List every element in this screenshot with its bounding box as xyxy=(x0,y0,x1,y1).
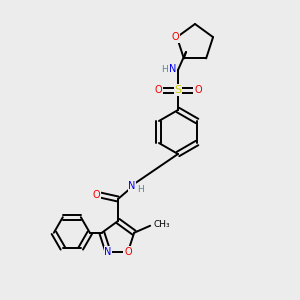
Text: O: O xyxy=(171,32,179,42)
Text: H: H xyxy=(138,185,144,194)
Text: S: S xyxy=(174,85,182,95)
Text: H: H xyxy=(160,64,167,74)
Text: N: N xyxy=(169,64,177,74)
Text: O: O xyxy=(92,190,100,200)
Text: N: N xyxy=(104,247,112,257)
Text: N: N xyxy=(128,181,136,191)
Text: CH₃: CH₃ xyxy=(153,220,170,229)
Text: O: O xyxy=(194,85,202,95)
Text: O: O xyxy=(124,247,132,257)
Text: O: O xyxy=(154,85,162,95)
